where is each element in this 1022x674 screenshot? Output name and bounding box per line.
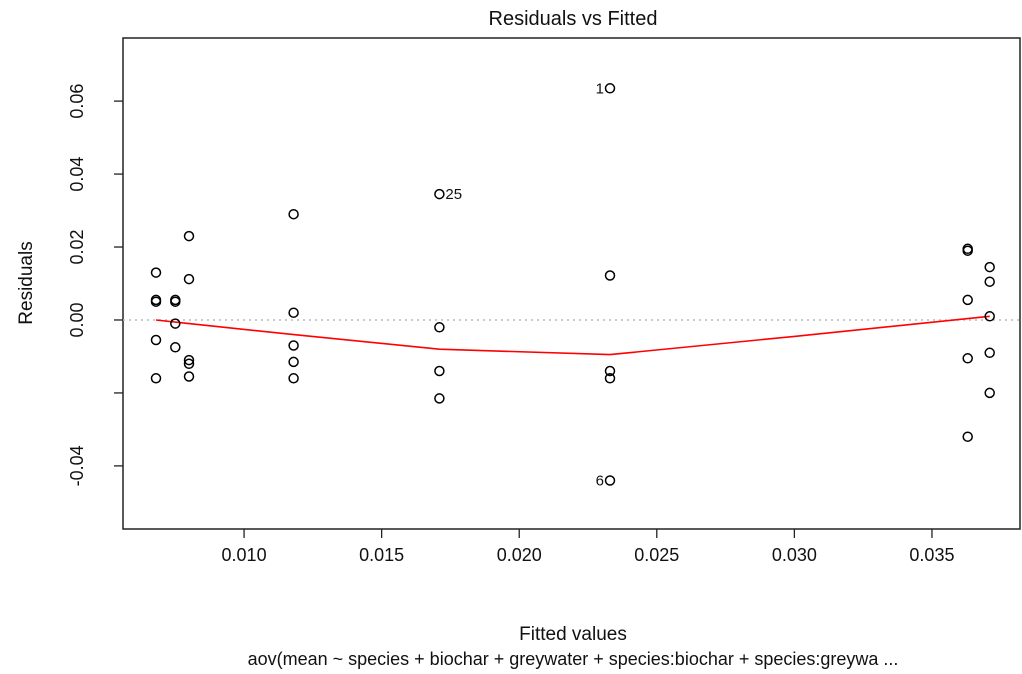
residual-point	[150, 296, 162, 307]
residual-point	[170, 318, 181, 329]
residual-point	[984, 311, 995, 322]
residual-point	[150, 267, 162, 278]
point-label: 25	[445, 186, 462, 203]
residual-point	[962, 294, 973, 306]
x-tick-label: 0.010	[222, 545, 267, 565]
x-axis-title: Fitted values	[519, 624, 627, 645]
y-tick-label: 0.06	[67, 84, 87, 119]
plot-frame	[122, 37, 1021, 530]
point-label: 6	[596, 473, 604, 490]
residual-point	[434, 365, 445, 377]
y-axis-title: Residuals	[16, 241, 37, 324]
residual-point	[962, 245, 973, 256]
residual-point	[183, 358, 195, 370]
residual-point	[183, 273, 195, 285]
residual-point	[604, 270, 616, 281]
smoother-line	[155, 315, 990, 356]
points-layer: 25 1 6	[150, 80, 995, 490]
residual-point	[170, 296, 181, 307]
residual-point	[183, 230, 195, 242]
residual-point	[288, 356, 299, 368]
x-tick-label: 0.035	[909, 545, 954, 565]
chart-title: Residuals vs Fitted	[489, 8, 658, 30]
residual-point	[288, 208, 299, 220]
residual-point	[183, 354, 195, 366]
residual-point	[150, 373, 162, 384]
y-axis: -0.04 0.00 0.02 0.04 0.06	[67, 84, 123, 486]
residual-point	[604, 475, 616, 486]
residual-point	[183, 371, 195, 382]
model-caption: aov(mean ~ species + biochar + greywater…	[248, 649, 899, 669]
point-label: 1	[596, 80, 604, 97]
residual-point	[288, 340, 299, 351]
residual-point	[962, 431, 973, 442]
x-axis: 0.010 0.015 0.020 0.025 0.030 0.035	[222, 529, 954, 565]
x-tick-label: 0.030	[772, 545, 817, 565]
residual-point	[170, 342, 181, 353]
residual-point	[434, 322, 445, 333]
x-tick-label: 0.025	[634, 545, 679, 565]
residual-point	[288, 307, 299, 318]
y-tick-label: -0.04	[67, 445, 87, 486]
residual-point	[434, 393, 445, 404]
residual-point	[604, 365, 616, 377]
residual-point	[984, 387, 995, 399]
residual-point	[984, 261, 995, 273]
residual-point	[434, 188, 445, 200]
residual-point	[288, 373, 299, 384]
residual-point	[984, 347, 995, 359]
x-tick-label: 0.015	[359, 545, 404, 565]
residual-point	[962, 353, 973, 364]
y-tick-label: 0.02	[67, 229, 87, 264]
y-tick-label: 0.00	[67, 302, 87, 337]
residual-point	[604, 373, 616, 384]
smoother-layer	[155, 315, 990, 356]
x-tick-label: 0.020	[497, 545, 542, 565]
residual-point	[604, 83, 616, 94]
y-tick-label: 0.04	[67, 157, 87, 192]
residual-point	[984, 276, 995, 287]
residual-point	[150, 334, 162, 346]
